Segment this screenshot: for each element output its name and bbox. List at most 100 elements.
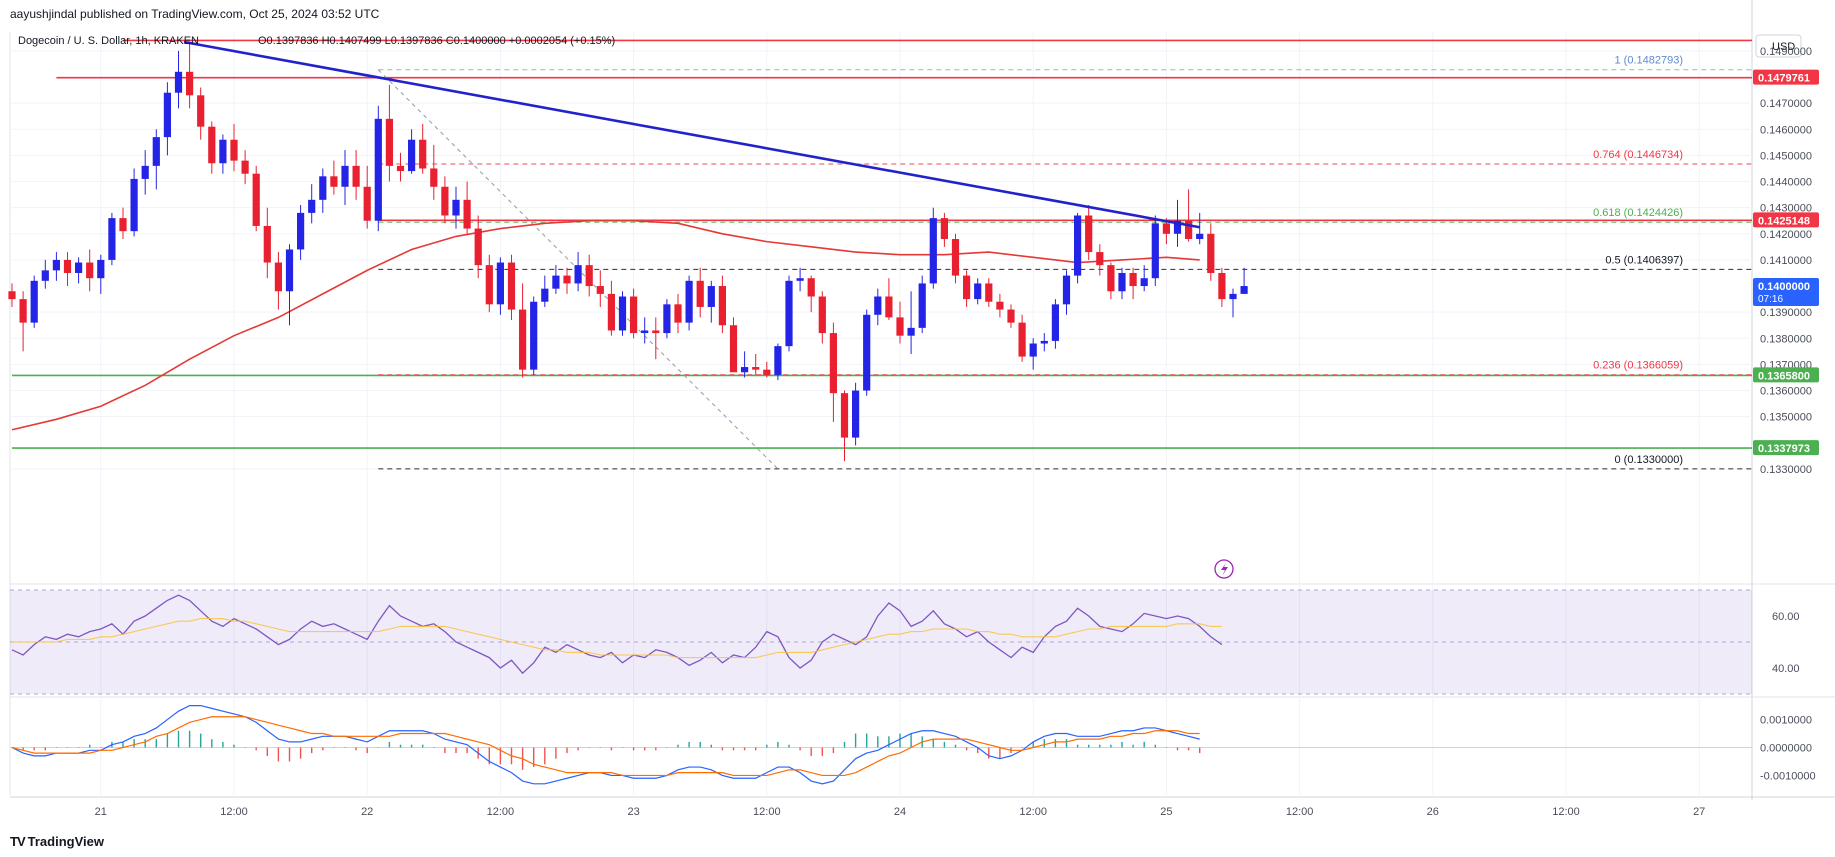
- rsi-tick-label: 40.00: [1772, 663, 1800, 675]
- macd-histogram-bar: [1065, 739, 1068, 748]
- candle-body: [63, 259, 72, 273]
- macd-histogram-bar: [644, 747, 646, 751]
- candle-body: [929, 218, 937, 284]
- candle-body: [541, 288, 549, 302]
- macd-histogram-bar: [133, 739, 135, 748]
- time-tick-label: 22: [361, 806, 373, 818]
- macd-histogram-bar: [1088, 744, 1090, 748]
- macd-histogram-bar: [1154, 744, 1156, 748]
- macd-histogram-bar: [1054, 739, 1057, 748]
- descending-trendline: [183, 40, 1200, 229]
- candle-body: [1240, 286, 1248, 294]
- macd-histogram-bar: [444, 747, 446, 754]
- candle-body: [996, 301, 1004, 310]
- macd-histogram-bar: [866, 733, 868, 748]
- candle-body: [396, 165, 405, 172]
- macd-histogram-bar: [788, 744, 790, 748]
- candle-body: [896, 317, 904, 336]
- macd-histogram-bar: [433, 747, 435, 748]
- candle-body: [785, 280, 793, 347]
- time-tick-label: 12:00: [220, 806, 248, 818]
- macd-histogram-bar: [77, 747, 80, 748]
- macd-histogram-bar: [965, 747, 968, 751]
- price-badge: [1753, 212, 1819, 228]
- chart-title: Dogecoin / U. S. Dollar, 1h, KRAKEN: [18, 35, 199, 47]
- candle-body: [951, 239, 960, 276]
- candle-body: [496, 262, 504, 305]
- tradingview-logo[interactable]: TV TradingView: [10, 834, 104, 849]
- macd-histogram-bar: [233, 744, 235, 748]
- macd-histogram-bar: [954, 744, 957, 748]
- candle-body: [519, 309, 527, 370]
- lightning-icon: [1214, 559, 1234, 579]
- candle-body: [285, 249, 294, 292]
- macd-histogram-bar: [322, 747, 324, 751]
- macd-histogram-bar: [333, 747, 335, 748]
- price-tick-label: 0.1360000: [1760, 386, 1812, 398]
- macd-histogram-bar: [33, 747, 35, 751]
- macd-histogram-bar: [377, 747, 379, 748]
- candle-body: [1007, 309, 1015, 323]
- time-tick-label: 12:00: [487, 806, 515, 818]
- macd-histogram-bar: [699, 741, 701, 748]
- candle-body: [985, 283, 993, 302]
- time-tick-label: 26: [1427, 806, 1439, 818]
- candle-body: [1018, 322, 1026, 357]
- macd-histogram-bar: [832, 747, 835, 754]
- candle-body: [230, 139, 238, 161]
- price-badge: [1753, 367, 1819, 383]
- candle-body: [474, 228, 482, 266]
- macd-histogram-bar: [810, 747, 812, 756]
- time-tick-label: 23: [627, 806, 639, 818]
- chart-overlays: [11, 39, 1752, 470]
- macd-histogram-bar: [688, 741, 690, 748]
- macd-histogram-bar: [721, 747, 724, 751]
- candle-body: [1218, 272, 1226, 300]
- macd-histogram-bar: [499, 747, 502, 765]
- macd-histogram-bar: [743, 747, 746, 751]
- time-tick-label: 21: [95, 806, 107, 818]
- macd-histogram-bar: [1121, 741, 1123, 748]
- macd-histogram-bar: [1099, 744, 1101, 748]
- candle-body: [618, 296, 627, 331]
- macd-histogram-bar: [244, 747, 246, 748]
- candle-body: [574, 265, 582, 284]
- macd-histogram-bar: [910, 733, 912, 748]
- macd-histogram-bar: [1165, 747, 1168, 748]
- macd-histogram-bar: [732, 747, 735, 751]
- macd-histogram-bar: [1043, 739, 1045, 748]
- candle-body: [219, 139, 227, 164]
- candle-body: [607, 293, 615, 331]
- macd-histogram-bar: [677, 744, 679, 748]
- macd-histogram-bar: [422, 744, 424, 748]
- candle-body: [41, 270, 49, 281]
- candle-body: [1074, 215, 1082, 276]
- macd-histogram-bar: [22, 747, 24, 751]
- macd-tick-label: -0.0010000: [1760, 770, 1816, 782]
- candle-body: [1140, 278, 1148, 287]
- macd-histogram-bar: [288, 747, 291, 762]
- macd-histogram-bar: [410, 744, 413, 748]
- macd-histogram-bar: [1199, 747, 1201, 754]
- macd-histogram-bar: [200, 733, 202, 748]
- macd-histogram-bar: [566, 747, 568, 754]
- candles-layer: [8, 43, 1248, 462]
- candle-body: [596, 286, 604, 294]
- macd-histogram-bar: [588, 747, 590, 748]
- macd-histogram-bar: [222, 741, 224, 748]
- candle-body: [263, 225, 271, 263]
- macd-histogram-bar: [100, 747, 102, 748]
- macd-line: [11, 704, 1200, 785]
- time-tick-label: 12:00: [1286, 806, 1314, 818]
- chart-grid: [9, 0, 1835, 800]
- macd-histogram-bar: [1187, 747, 1190, 751]
- fib-level-label: 0.5 (0.1406397): [1605, 254, 1683, 266]
- candle-body: [974, 283, 982, 300]
- macd-histogram-bar: [977, 747, 979, 754]
- candle-body: [530, 301, 538, 370]
- macd-histogram-bar: [211, 739, 213, 748]
- macd-histogram-bar: [821, 747, 823, 756]
- candle-body: [663, 304, 671, 334]
